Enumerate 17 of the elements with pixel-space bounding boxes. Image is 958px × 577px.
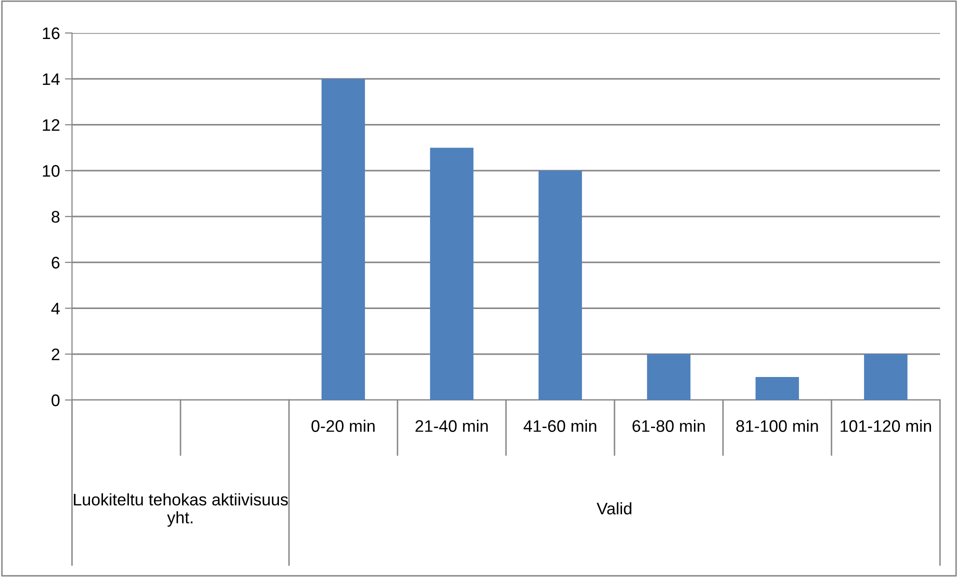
x-tick-label: 81-100 min [736,420,818,432]
y-tick-label: 12 [42,119,60,131]
text: Luokiteltu tehokas aktiivisuus yht. [74,493,288,527]
x-tick-label: 41-60 min [524,420,596,432]
y-tick-label: 16 [42,27,60,40]
x-tick-label: 21-40 min [416,420,488,432]
y-tick-label: 14 [42,73,60,85]
x-tick-label: 61-80 min [632,420,705,432]
y-tick-label: 4 [51,302,60,314]
text: Valid [596,502,632,514]
x-tick-label: 0-20 min [311,420,375,432]
y-tick-label: 2 [52,348,60,360]
x-tick-label: 101-120 min [840,420,931,432]
y-tick-label: 0 [52,394,60,406]
y-tick-label: 6 [52,256,60,269]
y-tick-label: 8 [52,210,60,223]
y-tick-label: 10 [42,165,60,177]
